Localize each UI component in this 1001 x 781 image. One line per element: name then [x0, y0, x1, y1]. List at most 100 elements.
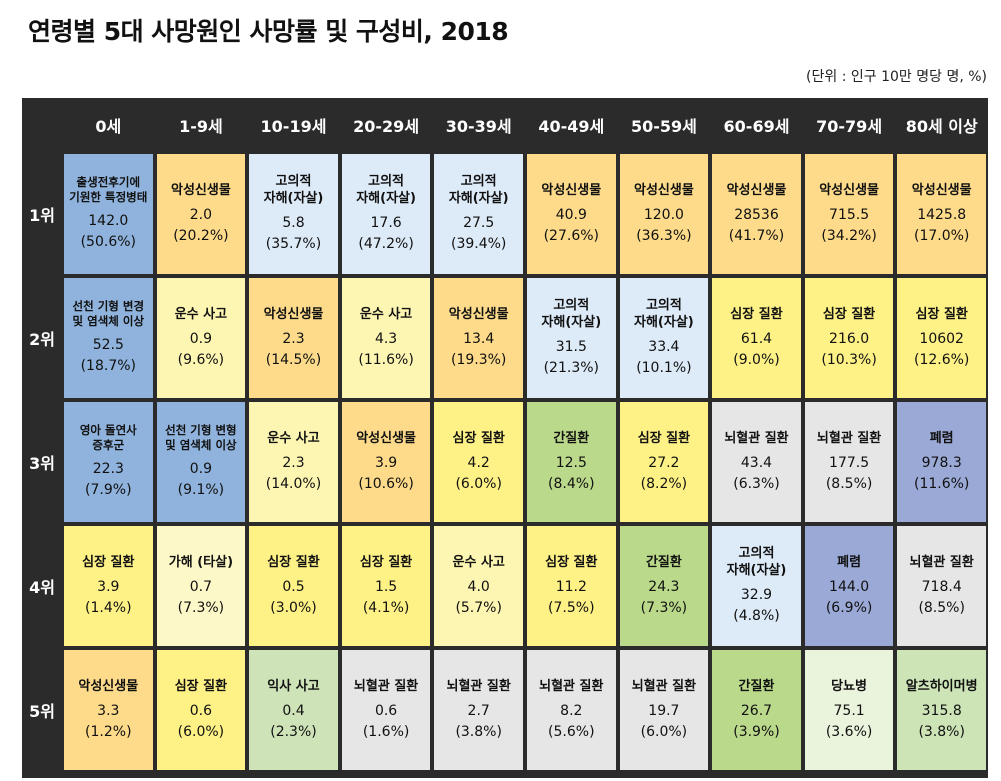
table-cell: 폐렴 978.3 (11.6%) — [897, 402, 986, 522]
cell-cause: 알츠하이머병 — [905, 678, 978, 694]
table-cell: 고의적 자해(자살) 17.6 (47.2%) — [341, 154, 431, 274]
cell-cause: 악성신생물 — [448, 306, 509, 322]
cell-value: 33.4 — [648, 339, 680, 355]
cell-percent: (6.3%) — [733, 475, 780, 492]
cell-cause: 선천 기형 변형 및 염색체 이상 — [165, 423, 237, 452]
cell-value: 61.4 — [740, 330, 773, 347]
column-header: 10-19세 — [260, 117, 327, 136]
column-header: 1-9세 — [179, 117, 223, 136]
cell-value: 40.9 — [555, 206, 587, 223]
cell-cause: 간질환 — [738, 678, 775, 694]
cell-cause: 고의적 자해(자살) — [634, 298, 694, 330]
cell-value: 4.0 — [467, 578, 490, 595]
cell-percent: (12.6%) — [913, 351, 970, 368]
cell-cause: 뇌혈관 질환 — [816, 430, 882, 446]
cell-cause: 악성신생물 — [911, 182, 972, 198]
cell-percent: (14.5%) — [265, 351, 322, 368]
rank-label: 2위 — [29, 330, 55, 349]
table-cell: 악성신생물 715.5 (34.2%) — [804, 154, 894, 274]
cell-cause: 심장 질환 — [82, 554, 135, 570]
cell-percent: (20.2%) — [173, 227, 229, 244]
table-cell: 심장 질환 11.2 (7.5%) — [527, 526, 616, 646]
cell-value: 27.2 — [648, 454, 680, 471]
table-cell: 고의적 자해(자살) 27.5 (39.4%) — [434, 154, 523, 274]
cell-value: 3.3 — [97, 702, 120, 719]
cell-cause: 가해 (타살) — [168, 554, 234, 570]
cell-value: 43.4 — [740, 454, 773, 471]
cell-cause: 악성신생물 — [633, 182, 694, 198]
cell-cause: 출생전후기에 기원한 특정병태 — [69, 175, 148, 204]
cell-percent: (9.0%) — [733, 351, 780, 368]
cell-cause: 악성신생물 — [356, 430, 416, 446]
column-header: 20-29세 — [353, 117, 420, 136]
table-cell: 운수 사고 0.9 (9.6%) — [156, 278, 246, 398]
table-cell: 뇌혈관 질환 19.7 (6.0%) — [619, 650, 709, 770]
table-cell: 고의적 자해(자살) 5.8 (35.7%) — [249, 154, 338, 274]
table-cell: 악성신생물 3.9 (10.6%) — [341, 402, 431, 522]
cell-percent: (1.2%) — [85, 723, 132, 740]
cell-value: 315.8 — [921, 702, 962, 719]
rank-label: 1위 — [29, 206, 55, 225]
table-cell: 심장 질환 0.6 (6.0%) — [156, 650, 246, 770]
cell-value: 0.6 — [374, 702, 398, 719]
cell-cause: 당뇨병 — [831, 678, 868, 694]
cell-percent: (5.6%) — [548, 723, 595, 740]
page-title: 연령별 5대 사망원인 사망률 및 구성비, 2018 — [28, 17, 509, 46]
table-cell: 뇌혈관 질환 2.7 (3.8%) — [434, 650, 523, 770]
column-header: 50-59세 — [630, 117, 697, 136]
table-cell: 운수 사고 2.3 (14.0%) — [249, 402, 338, 522]
table-cell: 심장 질환 1.5 (4.1%) — [341, 526, 431, 646]
cell-cause: 뇌혈관 질환 — [909, 554, 974, 570]
cell-percent: (14.0%) — [265, 475, 322, 492]
cell-value: 1.5 — [374, 578, 398, 595]
cell-cause: 뇌혈관 질환 — [631, 678, 697, 694]
table-cell: 뇌혈관 질환 718.4 (8.5%) — [897, 526, 986, 646]
table-cell: 심장 질환 4.2 (6.0%) — [434, 402, 523, 522]
cell-value: 142.0 — [88, 213, 129, 229]
cell-percent: (10.6%) — [358, 475, 414, 492]
cell-cause: 심장 질환 — [822, 306, 876, 322]
table-cell: 심장 질환 216.0 (10.3%) — [804, 278, 894, 398]
cell-cause: 심장 질환 — [545, 554, 598, 570]
cell-value: 10602 — [919, 330, 964, 347]
rank-label: 4위 — [29, 578, 55, 597]
cell-cause: 고의적 자해(자살) — [263, 174, 324, 206]
cell-cause: 익사 사고 — [267, 678, 320, 694]
cell-cause: 심장 질환 — [359, 554, 413, 570]
cell-cause: 악성신생물 — [170, 182, 231, 198]
cell-cause: 심장 질환 — [915, 306, 968, 322]
table-cell: 운수 사고 4.3 (11.6%) — [341, 278, 431, 398]
table-cell: 뇌혈관 질환 0.6 (1.6%) — [341, 650, 431, 770]
cell-cause: 심장 질환 — [452, 430, 505, 446]
table-cell: 고의적 자해(자살) 33.4 (10.1%) — [619, 278, 709, 398]
table-cell: 선천 기형 변경 및 염색체 이상 52.5 (18.7%) — [64, 278, 153, 398]
cell-cause: 악성신생물 — [263, 306, 324, 322]
cell-percent: (18.7%) — [80, 358, 136, 374]
cell-value: 27.5 — [463, 215, 495, 231]
cell-percent: (9.1%) — [177, 482, 225, 498]
cell-value: 0.9 — [189, 330, 213, 347]
cell-value: 11.2 — [555, 578, 587, 595]
cell-value: 19.7 — [648, 702, 680, 719]
cell-percent: (3.8%) — [455, 723, 502, 740]
table-cell: 악성신생물 1425.8 (17.0%) — [897, 154, 986, 274]
cell-value: 2.0 — [189, 206, 213, 223]
cell-percent: (27.6%) — [543, 227, 599, 244]
cell-cause: 운수 사고 — [267, 430, 320, 446]
cell-value: 22.3 — [92, 461, 124, 477]
cell-value: 4.2 — [467, 454, 490, 471]
column-header: 80세 이상 — [905, 117, 978, 136]
cell-percent: (5.7%) — [455, 599, 502, 616]
cell-value: 5.8 — [282, 215, 305, 231]
cell-cause: 고의적 자해(자살) — [356, 174, 416, 206]
table-cell: 뇌혈관 질환 43.4 (6.3%) — [712, 402, 801, 522]
cell-percent: (6.9%) — [825, 599, 873, 616]
table-cell: 가해 (타살) 0.7 (7.3%) — [156, 526, 246, 646]
table-cell: 악성신생물 13.4 (19.3%) — [434, 278, 523, 398]
cell-cause: 심장 질환 — [637, 430, 691, 446]
cell-cause: 악성신생물 — [78, 678, 139, 694]
table-cell: 심장 질환 0.5 (3.0%) — [249, 526, 338, 646]
cell-cause: 악성신생물 — [541, 182, 602, 198]
table-cell: 뇌혈관 질환 177.5 (8.5%) — [804, 402, 894, 522]
cell-percent: (3.6%) — [825, 723, 873, 740]
